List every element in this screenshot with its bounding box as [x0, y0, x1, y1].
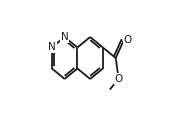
Text: O: O [114, 74, 123, 84]
Text: N: N [48, 42, 56, 53]
Text: O: O [124, 35, 132, 45]
Text: N: N [61, 32, 68, 42]
